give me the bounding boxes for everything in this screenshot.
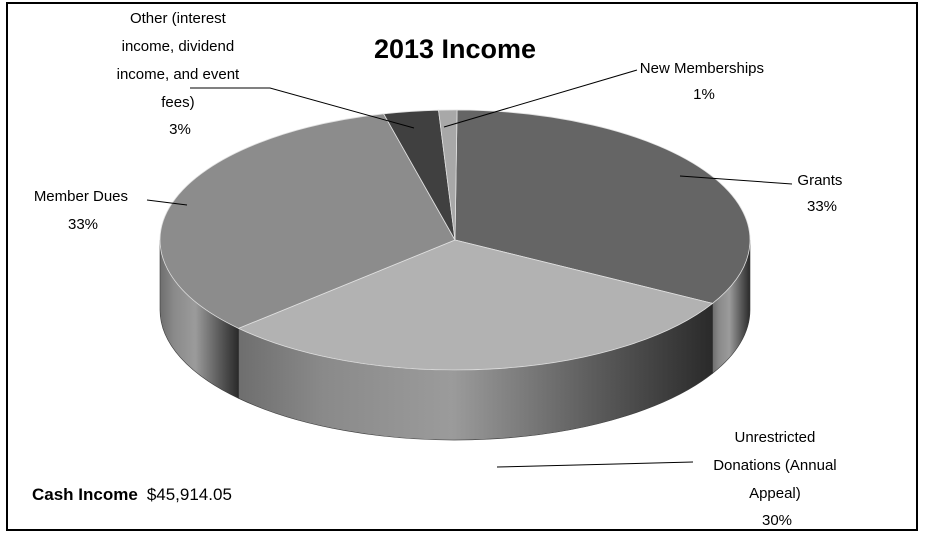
leader-line-3	[146, 199, 188, 206]
cash-income-value: $45,914.05	[147, 485, 232, 504]
slice-label-other-line3: income, and event	[117, 66, 240, 83]
slice-0	[454, 109, 751, 304]
slice-label-grants: Grants 33%	[797, 172, 846, 215]
leader-lines	[146, 69, 793, 468]
slice-label-unrestricted: Unrestricted Donations (Annual Appeal) 3…	[713, 429, 841, 529]
slice-label-new-memberships-name: New Memberships	[640, 60, 764, 77]
slice-label-unrestricted-line1: Unrestricted	[734, 429, 815, 446]
slice-label-unrestricted-line2: Donations (Annual	[713, 457, 836, 474]
slice-value-new-memberships: 1%	[693, 86, 715, 103]
pie-top	[159, 109, 751, 371]
cash-income-label: Cash Income	[32, 485, 138, 504]
leader-line-2	[679, 175, 793, 185]
leader-line-4	[496, 461, 694, 468]
slice-label-member-dues-name: Member Dues	[34, 188, 128, 205]
slice-label-grants-name: Grants	[797, 172, 842, 189]
slice-label-other: Other (interest income, dividend income,…	[117, 10, 244, 138]
cash-income-annotation: Cash Income $45,914.05	[32, 485, 232, 504]
leader-line-0	[190, 87, 415, 129]
slice-label-new-memberships: New Memberships 1%	[640, 60, 768, 103]
slice-value-grants: 33%	[807, 198, 837, 215]
slice-label-other-line1: Other (interest	[130, 10, 227, 27]
slice-label-other-line2: income, dividend	[122, 38, 235, 55]
leader-line-1	[443, 69, 638, 128]
slice-label-unrestricted-line3: Appeal)	[749, 485, 801, 502]
slice-1	[237, 239, 714, 371]
slice-value-member-dues: 33%	[68, 216, 98, 233]
slice-value-unrestricted: 30%	[762, 512, 792, 529]
chart-title: 2013 Income	[374, 34, 536, 64]
slice-label-other-line4: fees)	[161, 94, 194, 111]
slice-label-member-dues: Member Dues 33%	[34, 188, 132, 233]
slice-value-other: 3%	[169, 121, 191, 138]
slice-4	[438, 109, 458, 241]
